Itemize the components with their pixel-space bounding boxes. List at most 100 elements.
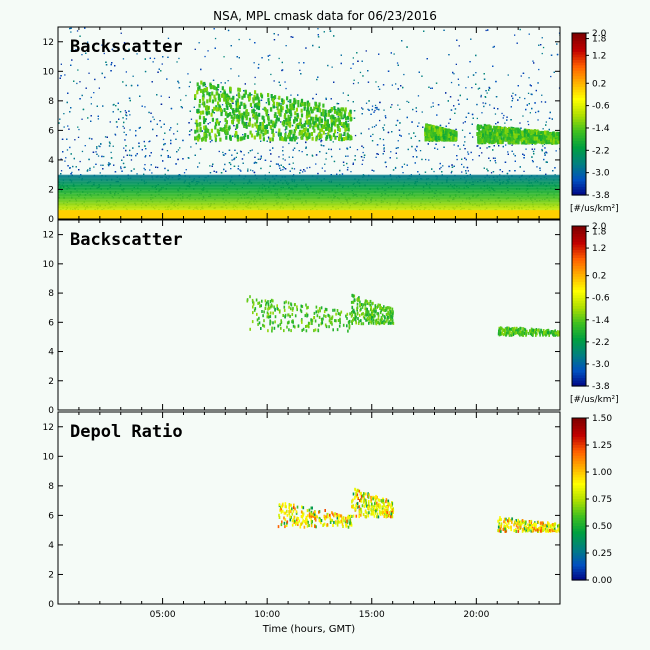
colorbar-swatch — [572, 569, 586, 573]
colorbar-swatch — [572, 523, 586, 527]
colorbar-swatch — [572, 436, 586, 441]
colorbar-swatch — [572, 287, 586, 291]
colorbar-swatch — [572, 143, 586, 147]
colorbar-swatch — [572, 226, 586, 230]
colorbar-swatch — [572, 130, 586, 134]
colorbar-swatch — [572, 558, 586, 562]
colorbar-frame — [571, 32, 587, 196]
colorbar-swatch — [572, 274, 586, 278]
colorbar-swatch — [572, 496, 586, 500]
colorbar-swatch — [572, 380, 586, 384]
colorbar-swatch — [572, 300, 586, 304]
colorbar-swatch — [572, 566, 586, 570]
x-tick-label: 10:00 — [254, 610, 280, 620]
colorbar-swatch — [572, 173, 586, 177]
colorbar-swatch — [572, 314, 586, 318]
colorbar-swatch — [572, 92, 586, 96]
colorbar-swatch — [572, 477, 586, 481]
colorbar-swatch — [572, 105, 586, 110]
cloud-layer-2 — [351, 487, 395, 519]
colorbar-swatch — [572, 154, 586, 158]
colorbar-swatch — [572, 184, 586, 188]
colorbar-3: 1.50 1.25 1.00 0.75 0.50 0.25 0.00 — [571, 414, 612, 586]
y-tick-label: 12 — [43, 38, 54, 48]
y-tick-label: 10 — [43, 260, 55, 270]
plot-area-1 — [58, 27, 560, 219]
colorbar-swatch — [572, 239, 586, 243]
colorbar-swatch — [572, 316, 586, 320]
cloud-layer-2 — [424, 123, 458, 142]
chart-title: NSA, MPL cmask data for 06/23/2016 — [213, 9, 437, 23]
colorbar-swatch — [572, 319, 586, 323]
x-axis-title: Time (hours, GMT) — [262, 624, 356, 635]
colorbar-swatch — [572, 418, 586, 422]
colorbar-swatch — [572, 43, 586, 48]
colorbar-swatch — [572, 178, 586, 183]
colorbar-swatch — [572, 434, 586, 438]
colorbar-tick-label: -1.4 — [592, 124, 610, 134]
panel-1: 0 2 4 6 8 10 12 Backscatter 2.01.8 1.2 0.2 -0.6 -1.4… — [43, 26, 619, 225]
colorbar-swatch — [572, 324, 586, 328]
colorbar-swatch — [572, 536, 586, 541]
colorbar-swatch — [572, 526, 586, 530]
colorbar-swatch — [572, 165, 586, 169]
colorbar-swatch — [572, 89, 586, 93]
colorbar-swatch — [572, 268, 586, 272]
cloud-layer-1 — [246, 295, 353, 333]
colorbar-swatch — [572, 458, 586, 462]
colorbar-swatch — [572, 282, 586, 286]
y-tick-label: 8 — [48, 289, 54, 299]
colorbar-swatch — [572, 54, 586, 58]
cloud-layer-1 — [277, 502, 353, 529]
colorbar-swatch — [572, 574, 586, 578]
colorbar-swatch — [572, 70, 586, 75]
colorbar-swatch — [572, 295, 586, 299]
colorbar-swatch — [572, 332, 586, 336]
colorbar-swatch — [572, 493, 586, 497]
colorbar-swatch — [572, 247, 586, 251]
y-tick-label: 4 — [48, 156, 54, 166]
colorbar-swatch — [572, 488, 586, 492]
colorbar-swatch — [572, 327, 586, 331]
colorbar-swatch — [572, 553, 586, 557]
colorbar-tick-label: 2.0 — [592, 29, 607, 39]
colorbar-swatch — [572, 266, 586, 270]
colorbar-tick-label: 1.2 — [592, 244, 606, 254]
colorbar-swatch — [572, 563, 586, 568]
colorbar-tick-label: -0.6 — [592, 102, 610, 112]
colorbar-swatch — [572, 250, 586, 254]
colorbar-swatch — [572, 512, 586, 516]
panel-2: 0 2 4 6 8 10 12 Backscatter 2.01.8 1.2 0.2 -0.6 -1.4… — [43, 219, 619, 416]
colorbar-swatch — [572, 453, 586, 457]
colorbar-swatch — [572, 499, 586, 503]
colorbar-swatch — [572, 463, 586, 468]
colorbar-swatch — [572, 170, 586, 174]
y-tick-label: 0 — [48, 406, 54, 416]
colorbar-swatch — [572, 81, 586, 85]
colorbar-swatch — [572, 561, 586, 565]
colorbar-swatch — [572, 132, 586, 137]
colorbar-swatch — [572, 57, 586, 61]
colorbar-tick-label: -0.6 — [592, 294, 610, 304]
colorbar-swatch — [572, 428, 586, 433]
colorbar-swatch — [572, 124, 586, 129]
y-axis: 0 2 4 6 8 10 12 — [43, 423, 560, 610]
plot-area-2 — [58, 220, 560, 410]
colorbar-swatch — [572, 439, 586, 443]
colorbar-swatch — [572, 35, 586, 39]
colorbar-swatch — [572, 192, 586, 196]
colorbar-swatch — [572, 114, 586, 118]
colorbar-swatch — [572, 276, 586, 280]
colorbar-swatch — [572, 271, 586, 275]
colorbar-swatch — [572, 364, 586, 368]
colorbar-swatch — [572, 504, 586, 508]
y-tick-label: 10 — [43, 452, 55, 462]
colorbar-swatch — [572, 176, 586, 180]
colorbar-swatch — [572, 354, 586, 358]
panel-3: 0 2 4 6 8 10 12 05:00 10:00 15:00 20:00 Time (hours… — [43, 411, 612, 635]
colorbar-swatch — [572, 426, 586, 430]
colorbar-swatch — [572, 284, 586, 288]
colorbar-swatch — [572, 577, 586, 581]
colorbar-swatch — [572, 60, 586, 64]
panel-label: Backscatter — [70, 37, 183, 57]
